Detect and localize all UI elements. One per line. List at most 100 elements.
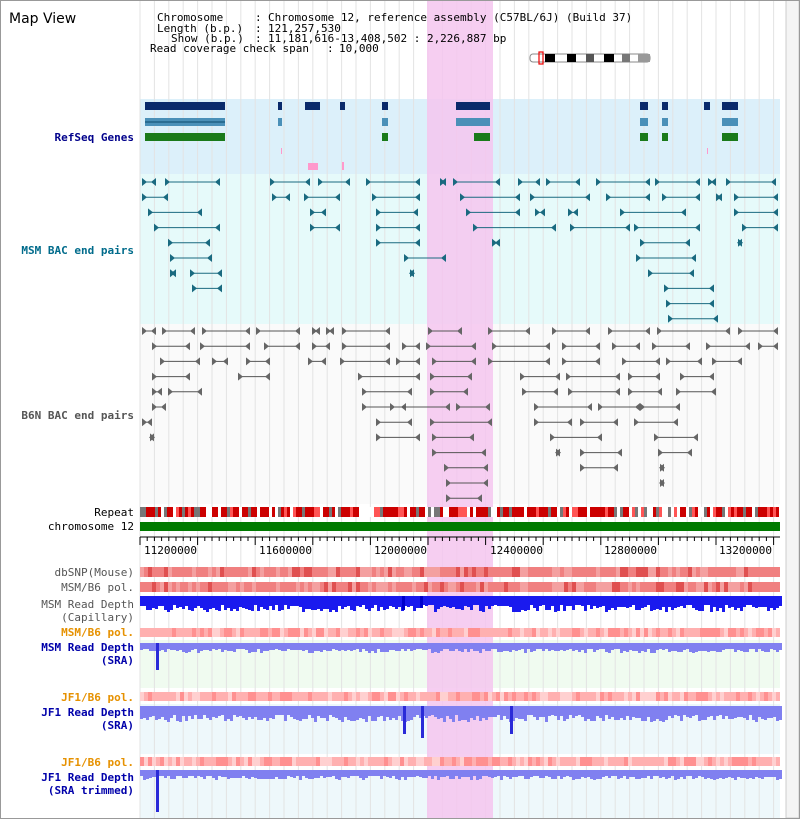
- read-depth-bar: [194, 596, 197, 608]
- polymorphism-cell: [152, 692, 156, 701]
- polymorphism-cell: [460, 757, 464, 766]
- msm-bac-end-pairs-track[interactable]: [142, 178, 778, 323]
- bac-end-marker: [773, 193, 778, 202]
- track-label-refseq[interactable]: RefSeq Genes: [55, 131, 134, 144]
- polymorphism-cell: [256, 692, 260, 701]
- chromosome-ideogram[interactable]: [529, 51, 651, 65]
- coverage-value: 10,000: [339, 42, 379, 55]
- read-depth-bar: [212, 770, 215, 778]
- b6n-bac-end-pairs-track[interactable]: [142, 327, 778, 518]
- read-depth-bar: [371, 706, 374, 721]
- polymorphism-cell: [520, 692, 524, 701]
- track-label-dbsnp[interactable]: dbSNP(Mouse): [55, 566, 134, 579]
- polymorphism-cell: [528, 628, 532, 637]
- track-label-jf1-depth-sra[interactable]: JF1 Read Depth: [41, 706, 134, 719]
- read-depth-bar: [215, 706, 218, 718]
- bac-end-marker: [432, 448, 437, 457]
- repeat-block: [203, 507, 206, 517]
- read-depth-bar: [335, 706, 338, 718]
- polymorphism-cell: [312, 628, 316, 637]
- repeat-block: [449, 507, 452, 517]
- polymorphism-cell: [516, 567, 520, 577]
- repeat-block: [557, 507, 560, 517]
- repeat-block: [266, 507, 269, 517]
- read-depth-bar: [473, 643, 476, 651]
- track-label-repeat[interactable]: Repeat: [94, 506, 134, 519]
- repeat-block: [644, 507, 647, 517]
- bac-end-marker: [608, 327, 613, 335]
- read-depth-bar: [530, 643, 533, 652]
- read-depth-bar: [458, 643, 461, 651]
- track-label-msm-b6-pol[interactable]: MSM/B6 pol.: [61, 581, 134, 594]
- polymorphism-cell: [508, 757, 512, 766]
- chromosome-bar[interactable]: [140, 522, 780, 531]
- polymorphism-cell: [712, 628, 716, 637]
- track-label-msm-bac[interactable]: MSM BAC end pairs: [21, 244, 134, 257]
- repeat-block: [311, 507, 314, 517]
- gene-block: [456, 102, 490, 110]
- repeat-block: [659, 507, 662, 517]
- polymorphism-and-depth-tracks[interactable]: [140, 567, 782, 812]
- repeat-block: [362, 507, 365, 517]
- right-edge-scroll[interactable]: [785, 0, 800, 819]
- read-depth-spike: [421, 706, 424, 738]
- read-depth-bar: [668, 643, 671, 652]
- polymorphism-cell: [440, 628, 444, 637]
- polymorphism-cell: [640, 582, 644, 592]
- repeat-block: [725, 507, 728, 517]
- repeat-block: [650, 507, 653, 517]
- track-label-jf1-b6-pol[interactable]: JF1/B6 pol.: [61, 691, 134, 704]
- read-depth-bar: [677, 596, 680, 607]
- bac-end-marker: [142, 193, 147, 202]
- polymorphism-cell: [556, 692, 560, 701]
- read-depth-bar: [746, 706, 749, 720]
- bac-end-marker: [481, 448, 486, 457]
- polymorphism-cell: [364, 692, 368, 701]
- polymorphism-cell: [632, 757, 636, 766]
- read-depth-bar: [743, 706, 746, 718]
- read-depth-bar: [347, 706, 350, 720]
- ideogram-position-marker[interactable]: [538, 51, 544, 65]
- repeat-block: [341, 507, 344, 517]
- track-label-jf1-depth-trimmed[interactable]: JF1 Read Depth: [41, 771, 134, 784]
- bac-end-marker: [612, 342, 617, 351]
- polymorphism-cell: [484, 692, 488, 701]
- bac-end-marker: [595, 357, 600, 366]
- track-label-b6n-bac[interactable]: B6N BAC end pairs: [21, 409, 134, 422]
- read-depth-bar: [428, 770, 431, 776]
- polymorphism-cell: [208, 757, 212, 766]
- polymorphism-cell: [192, 582, 196, 592]
- polymorphism-cell: [540, 757, 544, 766]
- read-depth-bar: [512, 770, 515, 777]
- read-depth-bar: [764, 770, 767, 777]
- bac-end-marker: [575, 178, 580, 186]
- polymorphism-cell: [484, 757, 488, 766]
- read-depth-bar: [578, 643, 581, 652]
- read-depth-bar: [725, 596, 728, 605]
- bac-end-marker: [312, 342, 317, 351]
- polymorphism-cell: [584, 757, 588, 766]
- read-depth-bar: [542, 706, 545, 717]
- track-label-msm-depth-capillary[interactable]: MSM Read Depth: [41, 598, 134, 611]
- read-depth-bar: [698, 770, 701, 776]
- polymorphism-cell: [552, 757, 556, 766]
- polymorphism-cell: [264, 757, 268, 766]
- repeat-track[interactable]: [140, 507, 782, 517]
- track-label-jf1-b6-pol-2[interactable]: JF1/B6 pol.: [61, 756, 134, 769]
- refseq-genes-track[interactable]: [145, 102, 738, 170]
- polymorphism-cell: [708, 567, 712, 577]
- track-label-chromosome[interactable]: chromosome 12: [48, 520, 134, 533]
- polymorphism-cell: [372, 757, 376, 766]
- read-depth-bar: [389, 596, 392, 606]
- read-depth-bar: [266, 643, 269, 651]
- track-label-msm-b6-pol-sra[interactable]: MSM/B6 pol.: [61, 626, 134, 639]
- polymorphism-cell: [564, 692, 568, 701]
- read-depth-bar: [506, 643, 509, 651]
- read-depth-bar: [173, 643, 176, 650]
- track-label-msm-depth-sra[interactable]: MSM Read Depth: [41, 641, 134, 654]
- read-depth-bar: [740, 706, 743, 717]
- polymorphism-cell: [280, 628, 284, 637]
- polymorphism-cell: [376, 567, 380, 577]
- read-depth-bar: [395, 770, 398, 779]
- repeat-block: [521, 507, 524, 517]
